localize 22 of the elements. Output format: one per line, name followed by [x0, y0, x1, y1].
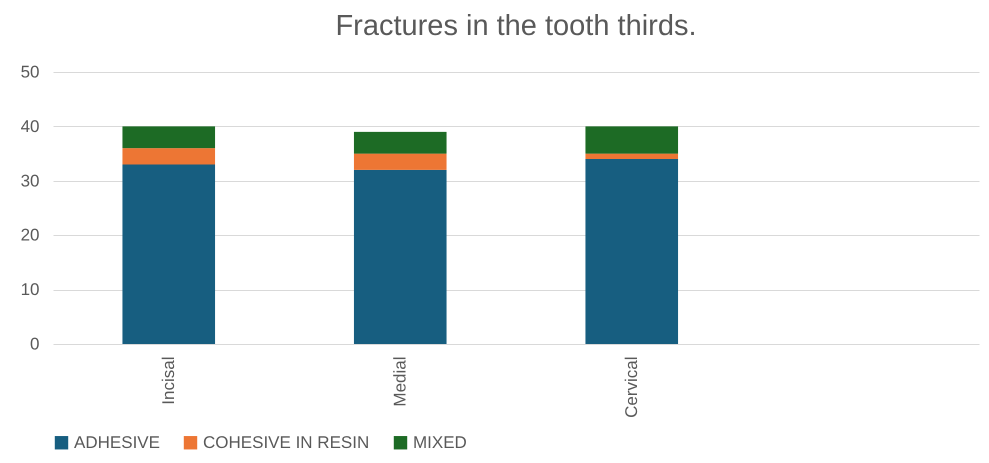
x-tick-label: Medial: [390, 356, 410, 407]
bar: [585, 159, 678, 344]
bar: [122, 148, 216, 164]
y-tick-label: 30: [20, 171, 40, 190]
bar: [354, 154, 447, 170]
bar: [122, 164, 216, 344]
y-tick-label: 10: [20, 280, 40, 300]
bar: [354, 170, 447, 344]
y-tick-label: 0: [30, 334, 40, 354]
bar: [354, 132, 447, 154]
legend-label: COHESIVE IN RESIN: [203, 432, 370, 452]
x-tick-label: Incisal: [158, 356, 178, 405]
y-tick-label: 20: [20, 226, 40, 245]
bar: [122, 126, 216, 148]
bar: [585, 126, 678, 154]
y-tick-label: 50: [20, 62, 40, 82]
y-tick-label: 40: [20, 116, 40, 136]
x-tick-label: Cervical: [622, 356, 641, 418]
legend-label: MIXED: [413, 432, 467, 452]
legend-label: ADHESIVE: [74, 432, 160, 452]
bar: [585, 154, 678, 160]
chart-title: Fractures in the tooth thirds.: [335, 10, 697, 42]
